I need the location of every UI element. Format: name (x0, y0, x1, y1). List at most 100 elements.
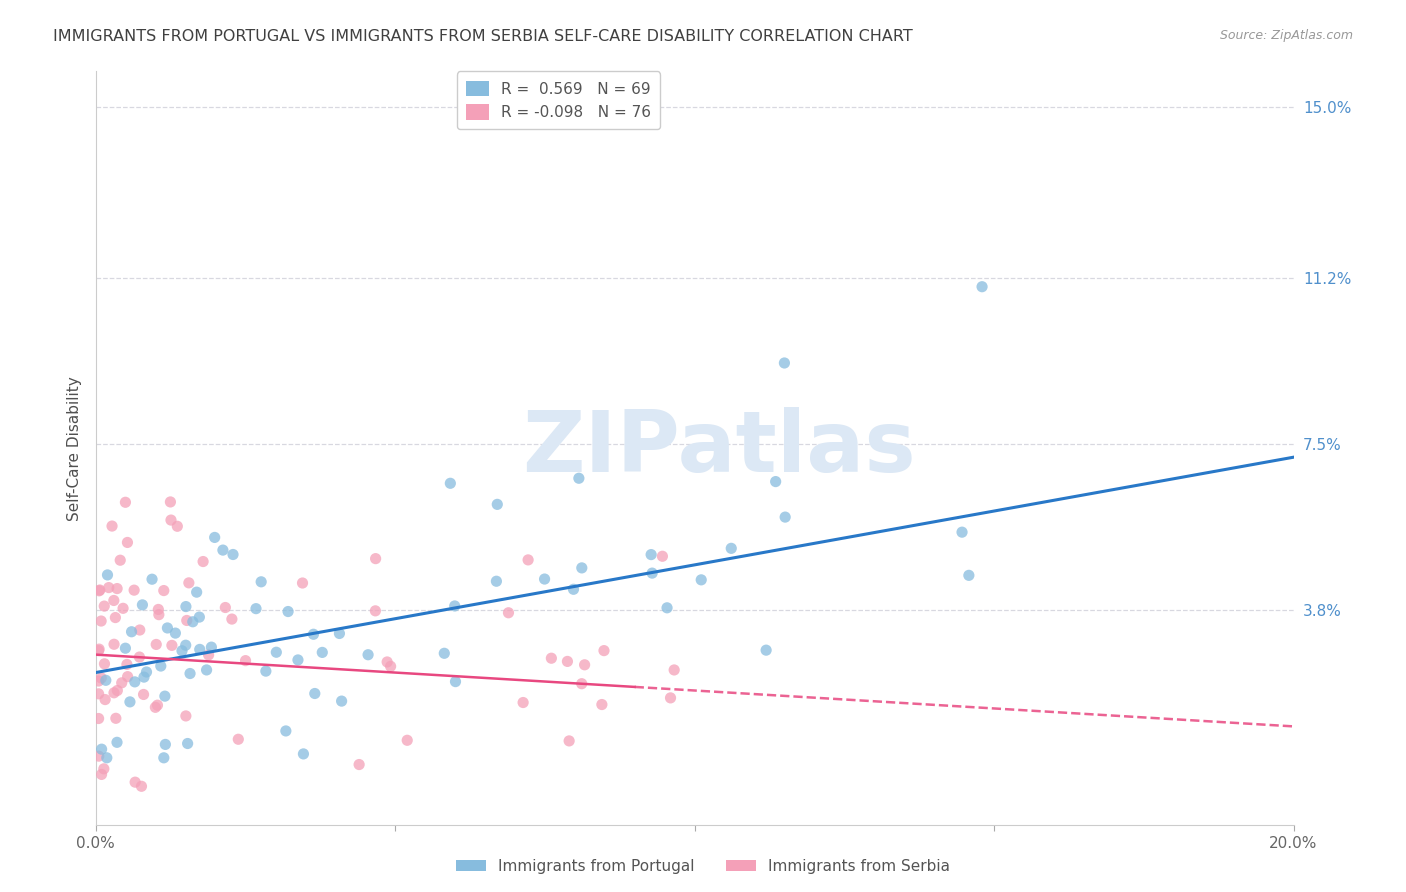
Point (141, 572, 163, 586)
Point (159, 495, 181, 509)
Point (574, 657, 596, 672)
Text: ZIPatlas: ZIPatlas (522, 407, 915, 490)
Point (87, 673, 110, 688)
Point (250, 574, 273, 589)
Point (114, 495, 136, 509)
Legend: R =  0.569   N = 69, R = -0.098   N = 76: R = 0.569 N = 69, R = -0.098 N = 76 (457, 71, 659, 129)
Point (128, 650, 150, 665)
Point (593, 643, 616, 657)
Point (291, 576, 314, 591)
Point (131, 779, 153, 793)
Point (117, 535, 139, 549)
Point (274, 723, 297, 738)
Point (226, 732, 249, 747)
Point (364, 551, 387, 566)
Point (245, 601, 267, 615)
Point (176, 614, 198, 628)
Point (200, 640, 222, 654)
Point (153, 751, 176, 765)
Point (145, 637, 167, 651)
Point (90, 767, 112, 781)
Point (115, 657, 138, 672)
Point (96, 751, 118, 765)
Point (145, 700, 167, 714)
Point (179, 666, 201, 681)
Point (571, 561, 593, 575)
Point (512, 696, 534, 710)
Point (486, 497, 509, 511)
Point (155, 738, 177, 752)
Point (124, 775, 146, 789)
Point (214, 600, 236, 615)
Point (188, 610, 211, 624)
Point (110, 553, 132, 567)
Point (132, 688, 155, 702)
Point (568, 471, 591, 485)
Point (235, 654, 257, 668)
Point (94, 692, 117, 706)
Point (557, 654, 579, 668)
Point (222, 548, 245, 562)
Point (87, 583, 110, 598)
Point (347, 757, 370, 772)
Point (135, 665, 157, 679)
Point (204, 530, 226, 544)
Point (104, 711, 127, 725)
Point (177, 575, 200, 590)
Point (292, 747, 315, 761)
Point (103, 686, 125, 700)
Point (439, 476, 461, 491)
Point (396, 733, 419, 747)
Point (328, 626, 350, 640)
Point (571, 676, 593, 690)
Point (114, 641, 136, 656)
Point (103, 593, 125, 607)
Point (195, 663, 218, 677)
Point (174, 599, 197, 614)
Point (302, 627, 325, 641)
Point (160, 639, 183, 653)
Y-axis label: Self-Care Disability: Self-Care Disability (66, 376, 82, 521)
Point (87, 642, 110, 657)
Point (562, 582, 585, 597)
Point (90, 742, 112, 756)
Point (165, 626, 187, 640)
Point (254, 664, 277, 678)
Point (160, 513, 183, 527)
Point (659, 690, 682, 705)
Point (773, 510, 796, 524)
Point (380, 659, 402, 673)
Point (558, 734, 581, 748)
Point (104, 610, 127, 624)
Point (112, 601, 135, 615)
Point (153, 689, 176, 703)
Point (103, 637, 125, 651)
Point (640, 548, 662, 562)
Point (132, 670, 155, 684)
Point (498, 606, 520, 620)
Point (90, 671, 112, 685)
Point (517, 553, 540, 567)
Point (152, 583, 174, 598)
Point (212, 543, 235, 558)
Point (93, 599, 115, 613)
Point (149, 659, 172, 673)
Point (287, 653, 309, 667)
Point (105, 683, 128, 698)
Point (87, 643, 110, 657)
Point (170, 644, 193, 658)
Point (375, 655, 398, 669)
Point (950, 525, 973, 540)
Legend: Immigrants from Portugal, Immigrants from Serbia: Immigrants from Portugal, Immigrants fro… (450, 853, 956, 880)
Point (94, 673, 117, 688)
Point (266, 645, 288, 659)
Text: IMMIGRANTS FROM PORTUGAL VS IMMIGRANTS FROM SERBIA SELF-CARE DISABILITY CORRELAT: IMMIGRANTS FROM PORTUGAL VS IMMIGRANTS F… (53, 29, 912, 44)
Point (957, 568, 980, 582)
Point (311, 645, 333, 659)
Point (87, 749, 110, 764)
Point (90, 614, 112, 628)
Point (93, 657, 115, 671)
Point (188, 642, 211, 657)
Point (131, 598, 153, 612)
Point (105, 735, 128, 749)
